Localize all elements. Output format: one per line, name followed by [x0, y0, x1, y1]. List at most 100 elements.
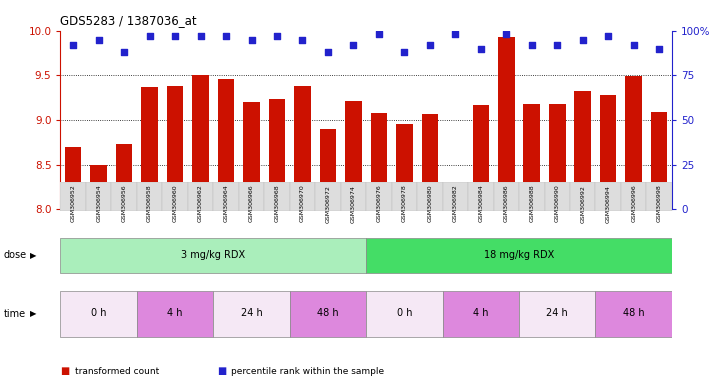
Bar: [213, 291, 290, 337]
Bar: [549, 104, 565, 209]
Text: GSM306968: GSM306968: [274, 185, 279, 222]
Point: [272, 33, 283, 39]
Text: GSM306966: GSM306966: [249, 185, 254, 222]
Point: [195, 33, 206, 39]
Bar: [320, 129, 336, 209]
Text: 4 h: 4 h: [473, 308, 488, 318]
Bar: [269, 99, 285, 209]
Text: GSM306980: GSM306980: [427, 185, 432, 222]
Point: [144, 33, 155, 39]
Bar: [213, 182, 239, 211]
Point: [424, 42, 436, 48]
Text: 48 h: 48 h: [317, 308, 338, 318]
Text: GSM306956: GSM306956: [122, 185, 127, 222]
Text: 24 h: 24 h: [240, 308, 262, 318]
Point: [119, 49, 130, 55]
Bar: [90, 165, 107, 209]
Text: GSM306978: GSM306978: [402, 185, 407, 222]
Point: [246, 36, 257, 43]
Bar: [392, 182, 417, 211]
Point: [322, 49, 333, 55]
Bar: [86, 182, 112, 211]
Bar: [345, 101, 362, 209]
Bar: [65, 147, 82, 209]
Text: GSM306986: GSM306986: [504, 185, 509, 222]
Text: 4 h: 4 h: [167, 308, 183, 318]
Point: [399, 49, 410, 55]
Point: [169, 33, 181, 39]
Text: 18 mg/kg RDX: 18 mg/kg RDX: [484, 250, 554, 260]
Point: [526, 42, 538, 48]
Bar: [417, 182, 442, 211]
Text: GSM306996: GSM306996: [631, 185, 636, 222]
Point: [93, 36, 105, 43]
Bar: [626, 76, 642, 209]
Bar: [519, 182, 545, 211]
Text: GSM306958: GSM306958: [147, 185, 152, 222]
Bar: [498, 37, 515, 209]
Text: ■: ■: [60, 366, 70, 376]
Text: GSM306964: GSM306964: [223, 185, 228, 222]
Bar: [341, 182, 366, 211]
Bar: [596, 182, 621, 211]
Bar: [243, 102, 260, 209]
Bar: [112, 182, 137, 211]
Bar: [570, 182, 596, 211]
Bar: [545, 182, 570, 211]
Bar: [600, 95, 616, 209]
Text: percentile rank within the sample: percentile rank within the sample: [231, 367, 384, 376]
Bar: [264, 182, 290, 211]
Text: ▶: ▶: [30, 251, 36, 260]
Bar: [651, 112, 668, 209]
Bar: [218, 79, 235, 209]
Text: time: time: [4, 309, 26, 319]
Bar: [370, 113, 387, 209]
Point: [475, 46, 486, 52]
Point: [577, 36, 589, 43]
Text: GSM306954: GSM306954: [96, 185, 101, 222]
Text: GSM306998: GSM306998: [657, 185, 662, 222]
Text: ▶: ▶: [30, 310, 36, 318]
Text: GSM306988: GSM306988: [529, 185, 534, 222]
Bar: [294, 86, 311, 209]
Text: 48 h: 48 h: [623, 308, 644, 318]
Point: [220, 33, 232, 39]
Bar: [60, 291, 137, 337]
Text: GDS5283 / 1387036_at: GDS5283 / 1387036_at: [60, 14, 197, 27]
Bar: [519, 291, 596, 337]
Point: [628, 42, 639, 48]
Text: ■: ■: [217, 366, 226, 376]
Point: [602, 33, 614, 39]
Bar: [422, 114, 438, 209]
Bar: [60, 182, 86, 211]
Text: GSM306994: GSM306994: [606, 185, 611, 223]
Text: GSM306982: GSM306982: [453, 185, 458, 222]
Bar: [442, 291, 519, 337]
Bar: [116, 144, 132, 209]
Text: GSM306990: GSM306990: [555, 185, 560, 222]
Bar: [493, 182, 519, 211]
Bar: [366, 238, 672, 273]
Text: GSM306962: GSM306962: [198, 185, 203, 222]
Bar: [192, 75, 209, 209]
Bar: [447, 198, 464, 209]
Text: GSM306970: GSM306970: [300, 185, 305, 222]
Bar: [162, 182, 188, 211]
Bar: [366, 182, 392, 211]
Text: GSM306992: GSM306992: [580, 185, 585, 223]
Text: GSM306960: GSM306960: [173, 185, 178, 222]
Point: [653, 46, 665, 52]
Point: [348, 42, 359, 48]
Bar: [442, 182, 468, 211]
Text: GSM306952: GSM306952: [70, 185, 75, 222]
Point: [68, 42, 79, 48]
Bar: [396, 124, 412, 209]
Point: [501, 31, 512, 37]
Bar: [188, 182, 213, 211]
Text: GSM306976: GSM306976: [376, 185, 381, 222]
Text: GSM306974: GSM306974: [351, 185, 356, 223]
Bar: [60, 238, 366, 273]
Text: 24 h: 24 h: [546, 308, 568, 318]
Bar: [646, 182, 672, 211]
Bar: [239, 182, 264, 211]
